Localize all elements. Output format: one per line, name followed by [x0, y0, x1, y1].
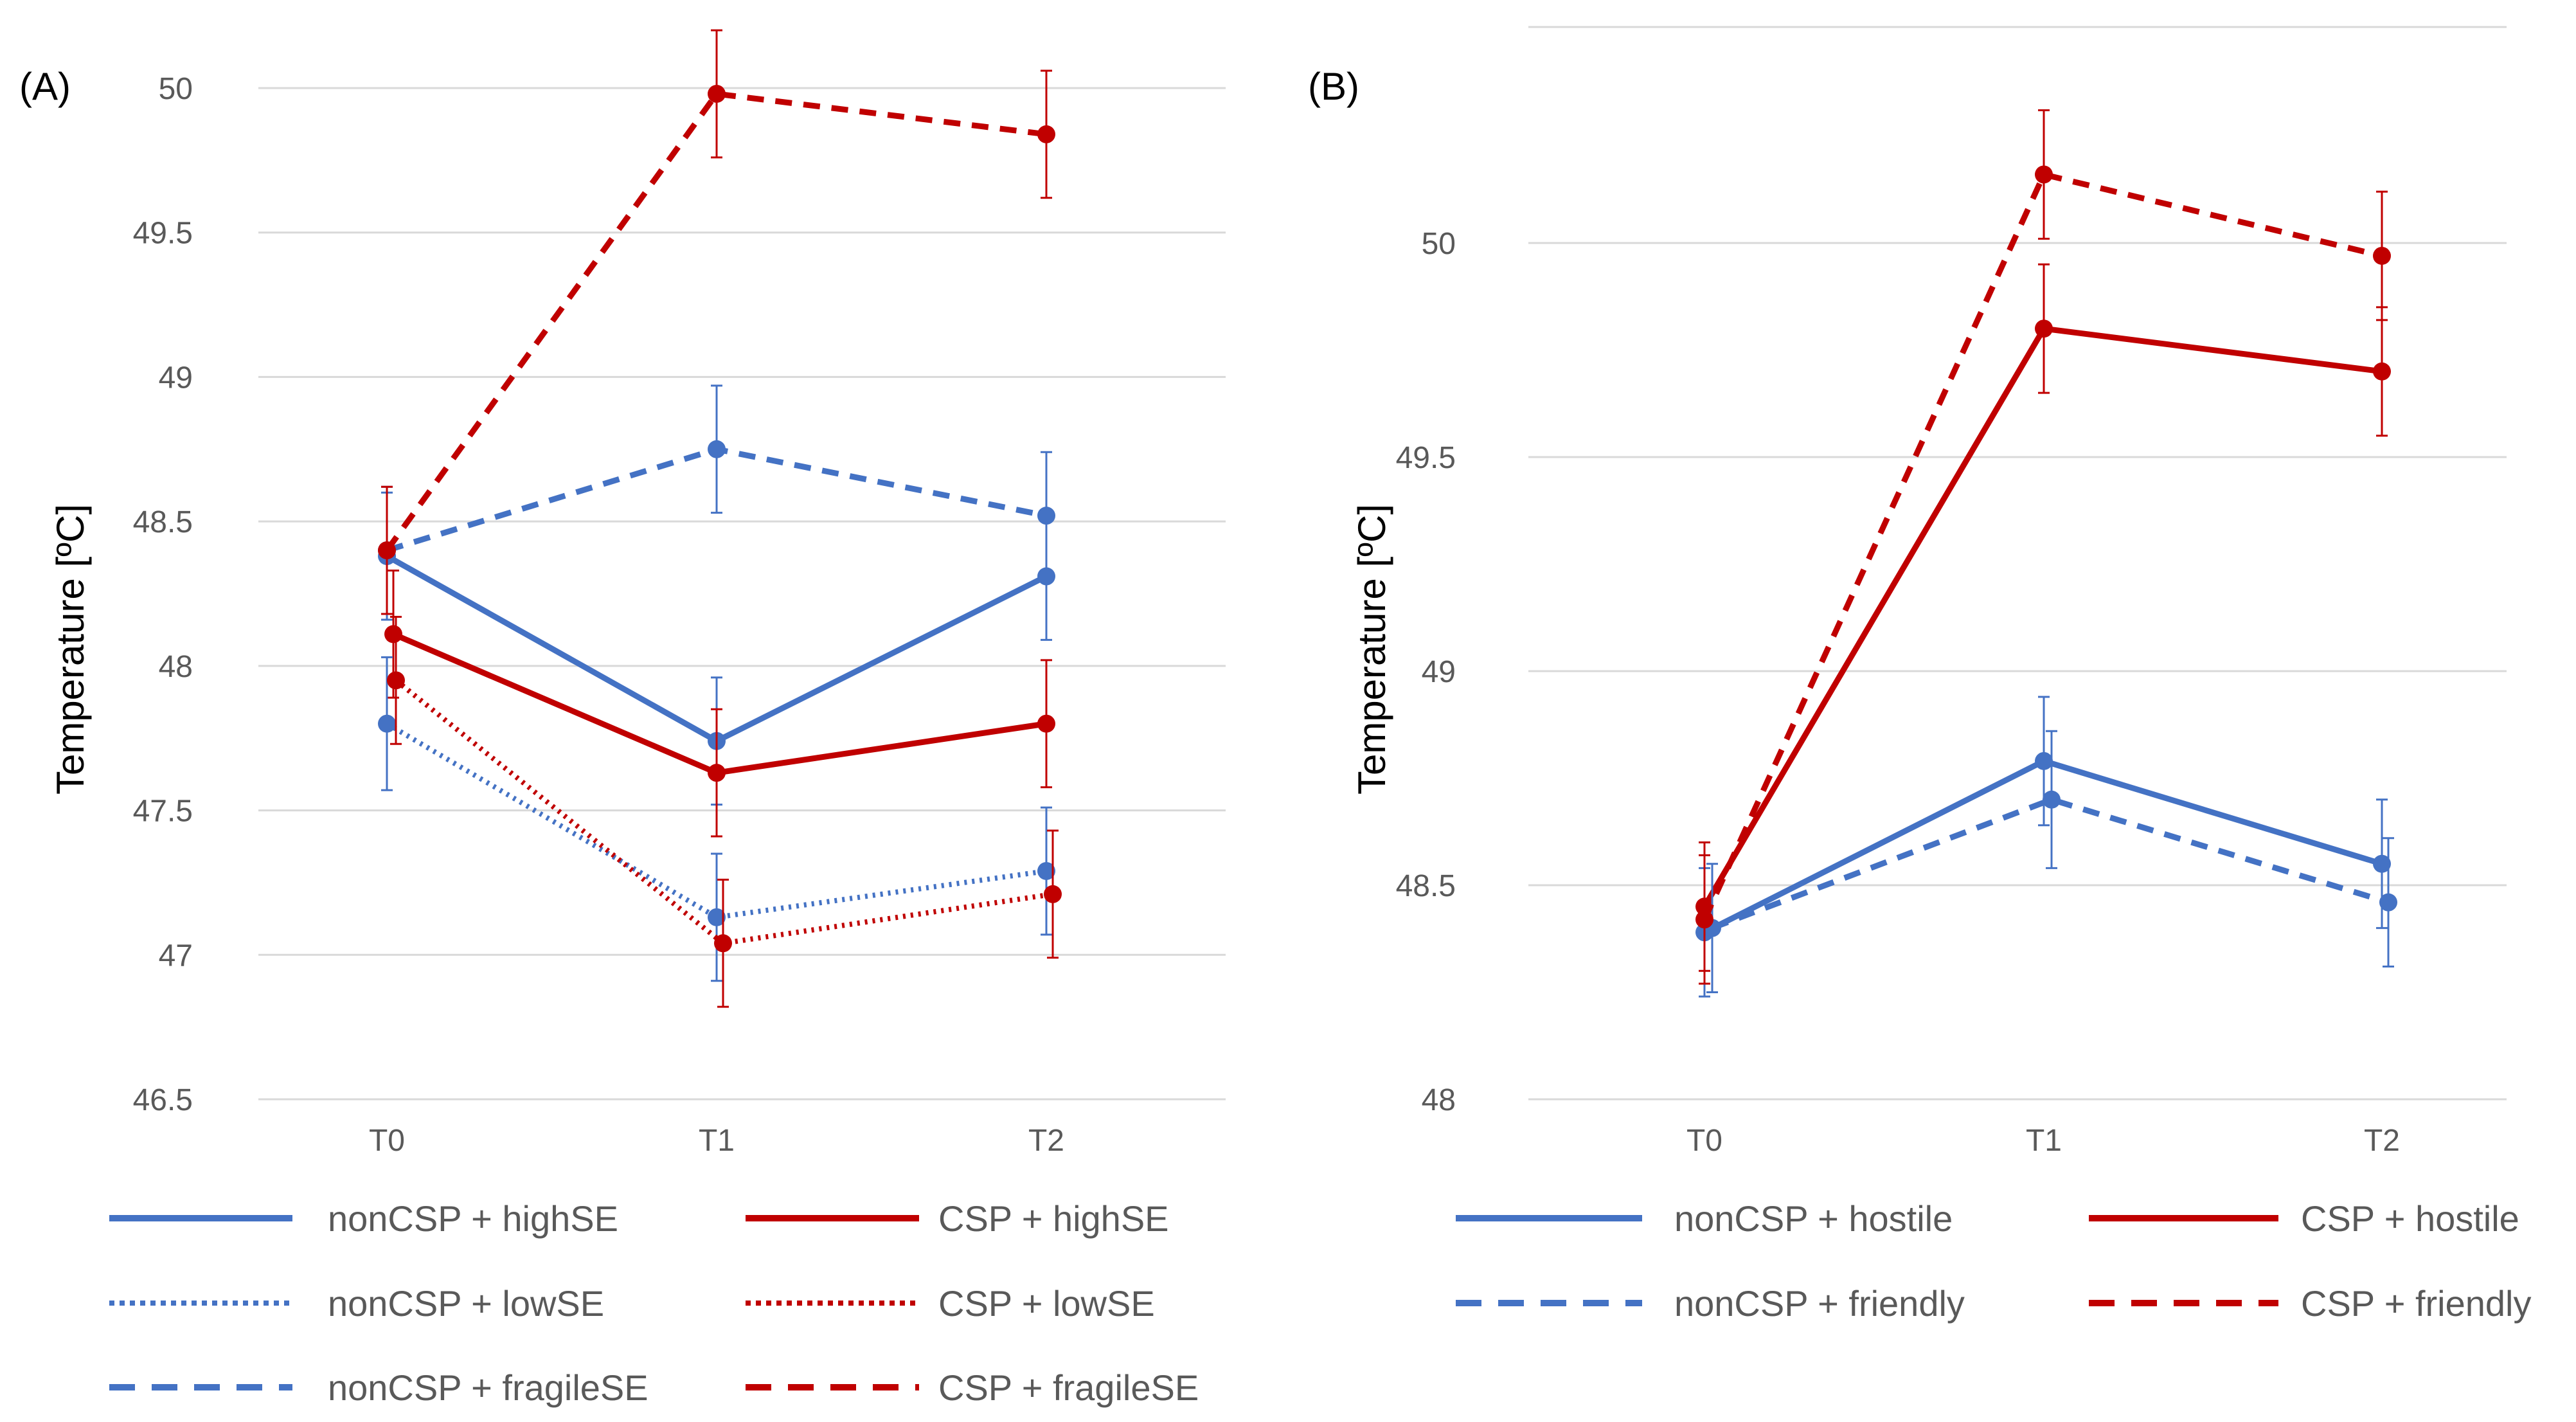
series-csp-friendly [1695, 109, 2391, 985]
series-csp-lowse [387, 615, 1062, 1008]
x-axis-ticks: T0 T1 T2 [369, 1124, 1064, 1158]
legend-label: nonCSP + highSE [328, 1198, 618, 1239]
y-tick-label: 50 [1422, 227, 1456, 261]
data-point [1044, 885, 1062, 903]
legend: nonCSP + highSE CSP + highSE nonCSP + lowS… [109, 1198, 1199, 1408]
data-point [2035, 320, 2053, 338]
data-point [1037, 125, 1055, 143]
chart-panel-b: (B) 48 48.5 49 49.5 50 Temperature [ºC] T0 T1 T2 n… [1308, 26, 2531, 1324]
series-line [392, 631, 1047, 776]
series-line [1711, 797, 2390, 931]
y-axis-ticks: 46.5 47 47.5 48 48.5 49 49.5 50 [133, 72, 193, 1117]
legend-label: CSP + friendly [2301, 1283, 2531, 1324]
y-axis-label: Temperature [ºC] [49, 504, 92, 795]
data-point [708, 440, 726, 458]
series-noncsp-fragilese [378, 384, 1055, 615]
legend-label: CSP + highSE [938, 1198, 1169, 1239]
panel-label: (B) [1308, 65, 1359, 108]
chart-panel-a: (A) 46.5 47 47.5 48 48.5 49 49.5 50 Temperature [… [19, 29, 1226, 1408]
y-tick-label: 49.5 [133, 217, 193, 251]
legend-item: nonCSP + hostile [1456, 1198, 1953, 1239]
data-point [387, 671, 405, 690]
y-axis-ticks: 48 48.5 49 49.5 50 [1396, 227, 1456, 1117]
data-point [378, 541, 396, 560]
legend-label: CSP + hostile [2301, 1198, 2519, 1239]
data-point [2035, 165, 2053, 184]
y-tick-label: 49 [159, 361, 193, 395]
legend-item: nonCSP + friendly [1456, 1283, 1965, 1324]
y-axis-label: Temperature [ºC] [1350, 504, 1393, 795]
data-point [1695, 910, 1713, 929]
data-point [1037, 714, 1055, 733]
legend-item: CSP + fragileSE [746, 1367, 1199, 1408]
legend-label: CSP + fragileSE [938, 1367, 1199, 1408]
data-point [708, 764, 726, 782]
data-point [1037, 861, 1055, 880]
data-point [2035, 752, 2053, 770]
data-point [2373, 362, 2391, 381]
y-tick-label: 49.5 [1396, 441, 1456, 475]
data-point [384, 625, 402, 644]
legend-item: nonCSP + highSE [109, 1198, 618, 1239]
data-point [2373, 854, 2391, 873]
y-tick-label: 47 [159, 939, 193, 973]
legend-item: CSP + hostile [2089, 1198, 2519, 1239]
y-tick-label: 50 [159, 72, 193, 106]
panel-label: (A) [19, 65, 71, 108]
data-point [2379, 893, 2397, 912]
x-tick-label: T2 [1028, 1124, 1064, 1158]
data-point [1037, 507, 1055, 525]
legend-label: nonCSP + lowSE [328, 1283, 604, 1324]
series-line [1701, 171, 2383, 921]
legend-label: nonCSP + fragileSE [328, 1367, 648, 1408]
x-tick-label: T1 [2026, 1124, 2062, 1158]
legend-item: CSP + friendly [2089, 1283, 2531, 1324]
x-tick-label: T0 [369, 1124, 405, 1158]
series-noncsp-friendly [1703, 730, 2397, 993]
gridlines [258, 87, 1226, 1101]
series-noncsp-lowse [378, 656, 1055, 982]
data-point [2043, 790, 2061, 809]
y-tick-label: 48 [159, 650, 193, 684]
x-tick-label: T1 [699, 1124, 735, 1158]
x-tick-label: T2 [2364, 1124, 2400, 1158]
y-tick-label: 48.5 [1396, 869, 1456, 903]
y-tick-label: 48 [1422, 1083, 1456, 1117]
legend-item: CSP + lowSE [746, 1283, 1155, 1324]
data-point [708, 84, 726, 103]
legend-label: CSP + lowSE [938, 1283, 1155, 1324]
data-point [2373, 246, 2391, 265]
legend-label: nonCSP + hostile [1674, 1198, 1953, 1239]
data-point [714, 934, 732, 953]
legend-item: nonCSP + fragileSE [109, 1367, 648, 1408]
x-axis-ticks: T0 T1 T2 [1686, 1124, 2400, 1158]
y-tick-label: 47.5 [133, 795, 193, 829]
legend-label: nonCSP + friendly [1674, 1283, 1965, 1324]
series-csp-hostile [1695, 263, 2391, 972]
y-tick-label: 49 [1422, 655, 1456, 689]
series-line [394, 678, 1053, 946]
gridlines [1528, 26, 2507, 1101]
legend-item: CSP + highSE [746, 1198, 1169, 1239]
data-point [378, 714, 396, 733]
series-csp-highse [384, 570, 1055, 838]
y-tick-label: 46.5 [133, 1083, 193, 1117]
y-tick-label: 48.5 [133, 505, 193, 539]
legend-item: nonCSP + lowSE [109, 1283, 604, 1324]
data-point [708, 908, 726, 926]
series-csp-fragilese [378, 29, 1055, 615]
legend: nonCSP + hostile CSP + hostile nonCSP + fr… [1456, 1198, 2531, 1324]
x-tick-label: T0 [1686, 1124, 1722, 1158]
